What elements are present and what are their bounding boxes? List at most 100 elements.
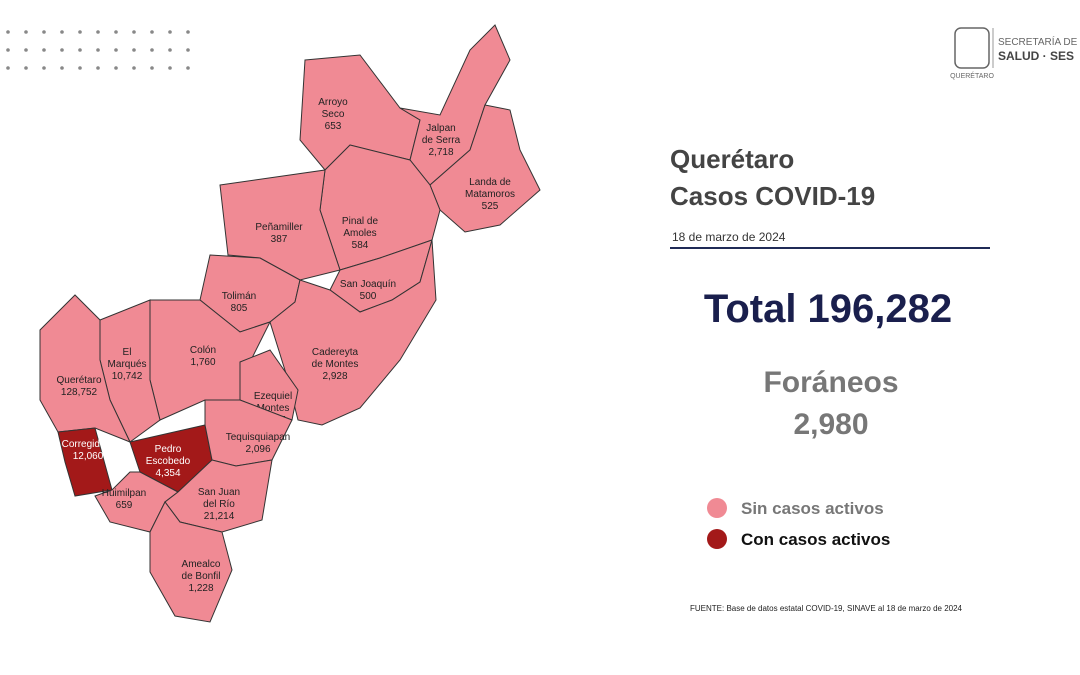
legend-swatch (707, 529, 727, 549)
title: Querétaro (670, 144, 794, 174)
source: FUENTE: Base de datos estatal COVID-19, … (690, 604, 963, 613)
municipality-name: Marqués (108, 359, 147, 370)
municipality-cases: 10,742 (112, 371, 143, 382)
municipality-name: San Juan (198, 487, 240, 498)
municipality-name: de Bonfil (182, 571, 221, 582)
total: Total 196,282 (704, 287, 952, 331)
municipality-name: Huimilpan (102, 488, 146, 499)
municipality-name: Seco (322, 109, 345, 120)
date: 18 de marzo de 2024 (672, 230, 786, 244)
dot (24, 48, 28, 52)
dot (24, 30, 28, 34)
dot (150, 66, 154, 70)
dot (150, 30, 154, 34)
dot (42, 48, 46, 52)
dot (96, 30, 100, 34)
municipality-name: Peñamiller (255, 222, 303, 233)
dot (60, 48, 64, 52)
decoration-dots (6, 30, 190, 70)
municipality-name: de Montes (312, 359, 359, 370)
municipality-name: Jalpan (426, 123, 455, 134)
municipality-shape (39, 294, 132, 443)
municipality-cases: 12,060 (73, 451, 104, 462)
municipality-shape (429, 104, 541, 233)
municipality-name: Colón (190, 345, 216, 356)
municipality-cases: 1,760 (190, 357, 215, 368)
municipality-name: Arroyo (318, 97, 348, 108)
dot (114, 48, 118, 52)
dot (96, 66, 100, 70)
municipality-cases: 805 (231, 303, 248, 314)
municipality-name: Corregidora (62, 439, 115, 450)
logo-line: SECRETARÍA DE (998, 35, 1078, 48)
municipality-name: Matamoros (465, 189, 515, 200)
dot (42, 66, 46, 70)
legend-swatch (707, 498, 727, 518)
dot (60, 66, 64, 70)
dot (186, 66, 190, 70)
dot (96, 48, 100, 52)
municipality-cases: 500 (360, 291, 377, 302)
dot (168, 66, 172, 70)
title: Casos COVID-19 (670, 181, 875, 211)
logo-line: SALUD · SES (998, 49, 1074, 63)
logo-emblem (954, 27, 990, 69)
municipality-cases: 653 (325, 121, 342, 132)
municipality-name: San Joaquín (340, 279, 396, 290)
foraneos-label: Foráneos (763, 366, 898, 399)
dot (114, 66, 118, 70)
municipality-name: Pinal de (342, 216, 379, 227)
municipality-cases: 525 (482, 201, 499, 212)
legend-label: Sin casos activos (741, 499, 884, 518)
municipality-name: Montes (257, 403, 290, 414)
foraneos-value: 2,980 (793, 408, 868, 441)
logo: SECRETARÍA DE SALUD · SES QUERÉTARO (950, 27, 1078, 80)
municipality-name: Cadereyta (312, 347, 359, 358)
municipality-shape (57, 427, 113, 497)
dot (42, 30, 46, 34)
municipality-name: El (123, 347, 132, 358)
dot (132, 66, 136, 70)
municipality-name: Escobedo (146, 456, 191, 467)
municipality-cases: 2,096 (245, 444, 270, 455)
municipality-name: Amoles (343, 228, 376, 239)
dot (168, 48, 172, 52)
municipality-cases: 21,214 (204, 511, 235, 522)
legend: Sin casos activos Con casos activos (707, 498, 890, 549)
municipality-name: de Serra (422, 135, 461, 146)
dot (6, 66, 10, 70)
municipality-name: Amealco (182, 559, 221, 570)
municipality-cases: 2,928 (322, 371, 347, 382)
dot (132, 30, 136, 34)
legend-label: Con casos activos (741, 530, 890, 549)
municipality-name: del Río (203, 499, 235, 510)
municipality-cases: 2,718 (428, 147, 453, 158)
municipality-cases: 128,752 (61, 387, 98, 398)
municipality-name: Ezequiel (254, 391, 292, 402)
dot (150, 48, 154, 52)
dot (168, 30, 172, 34)
municipality-name: Tolimán (222, 291, 256, 302)
municipality-cases: 387 (271, 234, 288, 245)
dot (6, 48, 10, 52)
dot (114, 30, 118, 34)
dot (78, 30, 82, 34)
municipality-name: Tequisquiapan (226, 432, 291, 443)
municipality-cases: 584 (352, 240, 369, 251)
dot (132, 48, 136, 52)
dot (60, 30, 64, 34)
municipality-shape (149, 501, 233, 623)
dot (78, 48, 82, 52)
municipality-cases: 1,228 (188, 583, 213, 594)
municipality-shape (239, 349, 299, 421)
municipality-shape (269, 239, 437, 426)
municipality-name: Landa de (469, 177, 511, 188)
